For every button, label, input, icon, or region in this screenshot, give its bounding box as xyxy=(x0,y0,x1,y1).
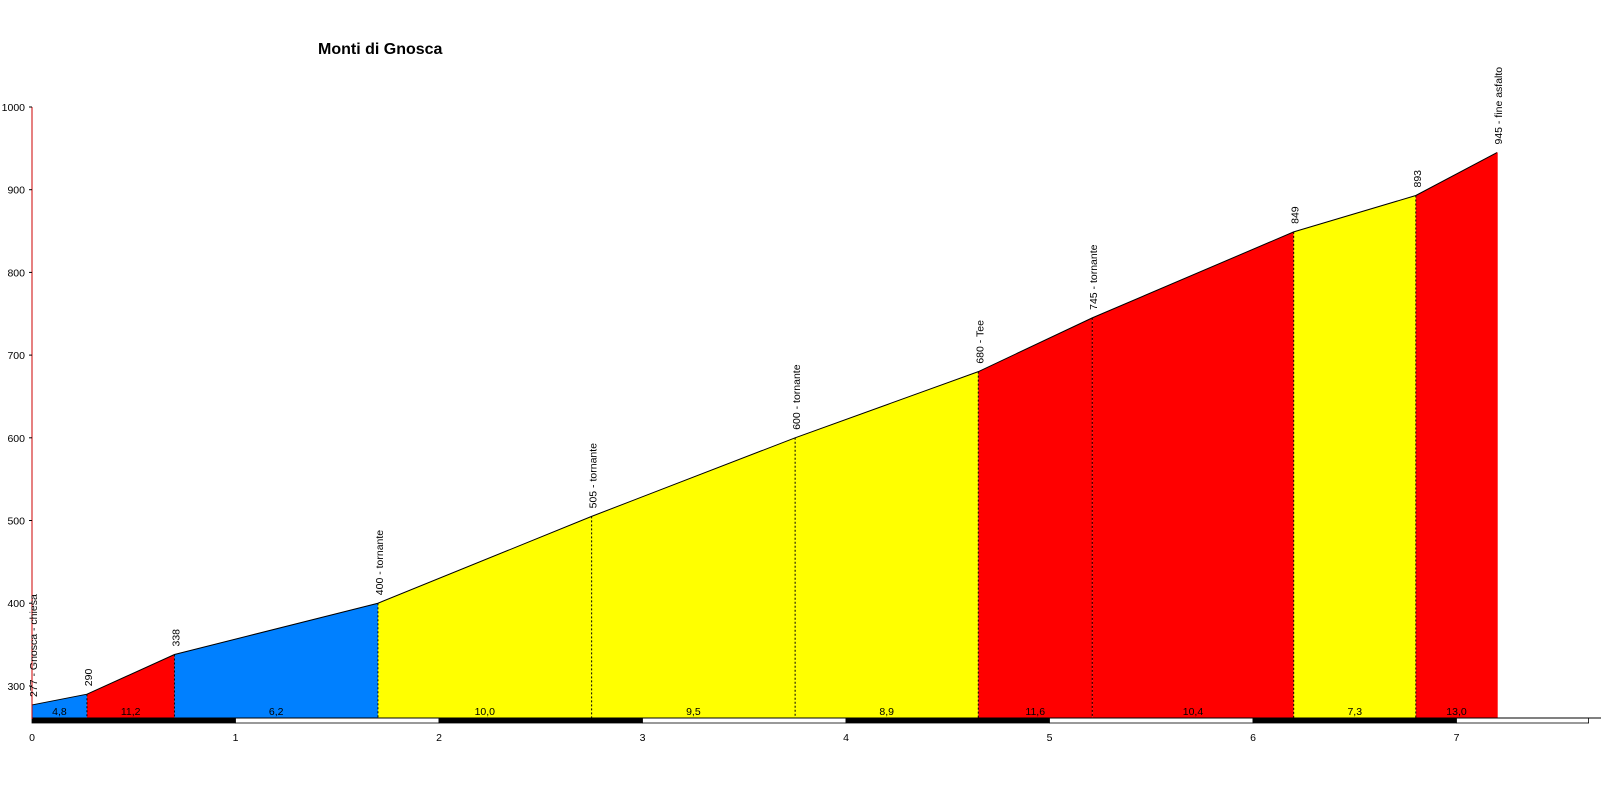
chart-title: Monti di Gnosca xyxy=(318,41,443,58)
distance-bar xyxy=(31,717,1601,724)
point-label-5: 600 - tornante xyxy=(791,364,803,430)
y-axis: 300 400 500 600 700 800 900 1000 xyxy=(2,102,33,719)
distance-bar-km-5 xyxy=(1049,717,1254,724)
point-label-8: 849 xyxy=(1290,206,1302,224)
segment-fill-10 xyxy=(1415,152,1498,720)
y-tick-label-800: 800 xyxy=(7,267,25,279)
segment-fill-8 xyxy=(1092,231,1294,719)
segment-gradient-label-5: 9,5 xyxy=(686,706,701,718)
x-tick-label-2: 2 xyxy=(436,732,442,744)
segment-gradient-label-1: 4,8 xyxy=(52,706,67,718)
point-label-0: 277 - Gnosca - chiesa xyxy=(28,594,40,697)
y-tick-label-400: 400 xyxy=(7,598,25,610)
x-tick-label-1: 1 xyxy=(233,732,239,744)
distance-bar-km-1 xyxy=(235,717,440,724)
distance-bar-km-7 xyxy=(1456,717,1590,724)
x-tick-label-6: 6 xyxy=(1250,732,1256,744)
point-label-4: 505 - tornante xyxy=(588,443,600,509)
segment-fill-5 xyxy=(591,437,796,719)
x-tick-label-3: 3 xyxy=(640,732,646,744)
y-tick-label-300: 300 xyxy=(7,681,25,693)
segment-fills xyxy=(32,152,1498,720)
segment-fill-1 xyxy=(32,694,87,719)
point-label-2: 338 xyxy=(170,629,182,647)
segment-gradient-label-2: 11,2 xyxy=(121,706,141,718)
x-tick-label-4: 4 xyxy=(843,732,849,744)
y-tick-label-600: 600 xyxy=(7,433,25,445)
point-label-10: 945 - fine asfalto xyxy=(1493,67,1505,145)
segment-dividers xyxy=(86,152,1498,719)
x-tick-label-7: 7 xyxy=(1454,732,1460,744)
segment-fill-3 xyxy=(174,603,378,719)
segment-gradient-labels: 4,8 11,2 6,2 10,0 9,5 8,9 11,6 10,4 7,3 13,0 xyxy=(52,706,1467,718)
distance-bar-km-6 xyxy=(1252,717,1457,724)
distance-bar-km-4 xyxy=(845,717,1050,724)
segment-fill-4 xyxy=(377,516,592,719)
segment-fill-6 xyxy=(795,371,979,719)
segment-gradient-label-10: 13,0 xyxy=(1446,706,1467,718)
segment-fill-9 xyxy=(1293,195,1416,720)
point-label-6: 680 - Tee xyxy=(974,320,986,364)
point-label-1: 290 xyxy=(83,669,95,687)
x-tick-label-0: 0 xyxy=(29,732,35,744)
segment-gradient-label-9: 7,3 xyxy=(1347,706,1362,718)
segment-fill-2 xyxy=(86,654,175,719)
segment-gradient-label-7: 11,6 xyxy=(1025,706,1045,718)
segment-fill-7 xyxy=(978,317,1093,719)
y-tick-label-900: 900 xyxy=(7,185,25,197)
y-tick-label-1000: 1000 xyxy=(2,102,26,114)
segment-gradient-label-3: 6,2 xyxy=(269,706,284,718)
distance-bar-km-2 xyxy=(438,717,643,724)
distance-bar-km-0 xyxy=(31,717,236,724)
x-tick-label-5: 5 xyxy=(1047,732,1053,744)
segment-gradient-label-8: 10,4 xyxy=(1183,706,1204,718)
point-label-9: 893 xyxy=(1412,170,1424,188)
segment-gradient-label-4: 10,0 xyxy=(475,706,496,718)
x-axis: 0 1 2 3 4 5 6 7 xyxy=(29,732,1460,744)
segment-gradient-label-6: 8,9 xyxy=(879,706,894,718)
point-labels: 277 - Gnosca - chiesa 290 338 400 - tornant… xyxy=(28,67,1505,697)
y-tick-label-700: 700 xyxy=(7,350,25,362)
point-label-3: 400 - tornante xyxy=(374,530,386,596)
distance-bar-km-3 xyxy=(642,717,847,724)
point-label-7: 745 - tornante xyxy=(1088,244,1100,310)
y-tick-label-500: 500 xyxy=(7,516,25,528)
